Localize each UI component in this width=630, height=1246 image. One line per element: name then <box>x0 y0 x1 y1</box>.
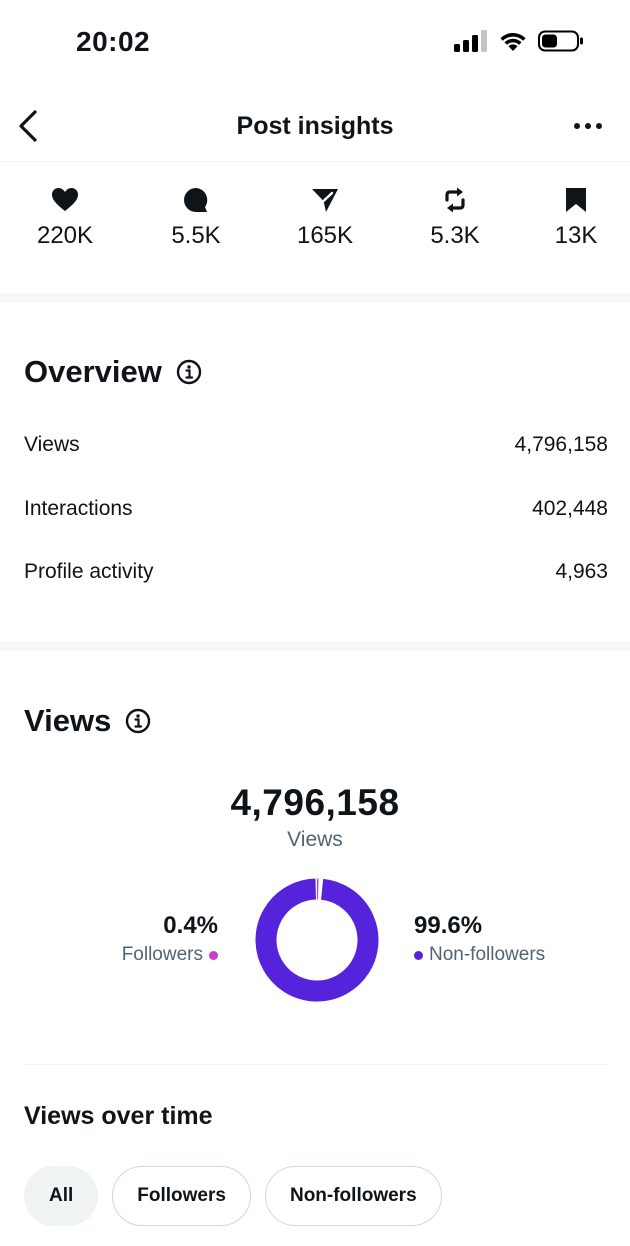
cellular-signal-icon <box>454 30 487 52</box>
followers-percent: 0.4% <box>163 912 218 939</box>
bookmarks-count: 13K <box>554 222 598 249</box>
bookmark-icon <box>566 188 586 212</box>
reply-icon <box>184 188 208 212</box>
header: Post insights <box>0 92 630 162</box>
overview-row-value: 4,963 <box>555 560 608 583</box>
replies-count: 5.5K <box>171 222 221 249</box>
overview-row-label: Profile activity <box>24 560 154 583</box>
repost-icon <box>445 187 465 213</box>
shares-metric[interactable]: 165K <box>275 180 375 250</box>
status-time: 20:02 <box>76 26 151 57</box>
share-icon <box>312 189 338 212</box>
views-total-label: Views <box>287 828 343 851</box>
overview-row-label: Interactions <box>24 497 133 520</box>
divider <box>24 1064 608 1065</box>
filter-chip-non-followers[interactable]: Non-followers <box>264 1166 442 1226</box>
section-separator <box>0 293 630 303</box>
likes-metric[interactable]: 220K <box>15 180 115 250</box>
page-title: Post insights <box>236 112 394 140</box>
overview-row-profile-activity: Profile activity 4,963 <box>24 560 608 584</box>
views-over-time-title: Views over time <box>24 1102 213 1130</box>
overview-row-interactions: Interactions 402,448 <box>24 497 608 521</box>
non-followers-dot <box>414 950 423 960</box>
views-title: Views <box>24 703 151 739</box>
followers-legend: 0.4% Followers <box>80 912 218 966</box>
bookmarks-metric[interactable]: 13K <box>526 180 626 250</box>
engagement-metrics: 220K 5.5K 165K 5.3K <box>0 180 630 290</box>
non-followers-label: Non-followers <box>429 944 546 965</box>
status-bar: 20:02 <box>0 0 630 86</box>
overview-row-value: 402,448 <box>532 497 608 520</box>
followers-dot <box>209 950 218 960</box>
shares-count: 165K <box>296 222 354 249</box>
non-followers-percent: 99.6% <box>414 912 483 939</box>
more-horizontal-icon <box>574 123 602 129</box>
info-icon[interactable] <box>176 359 202 385</box>
more-button[interactable] <box>568 108 608 144</box>
likes-count: 220K <box>36 222 94 249</box>
non-followers-legend: 99.6% Non-followers <box>414 912 594 966</box>
status-icons <box>454 30 584 52</box>
views-donut-chart <box>255 878 379 1002</box>
overview-title: Overview <box>24 354 202 390</box>
reposts-metric[interactable]: 5.3K <box>405 180 505 250</box>
overview-row-label: Views <box>24 433 80 456</box>
wifi-icon <box>500 32 526 51</box>
reposts-count: 5.3K <box>430 222 480 249</box>
views-total: 4,796,158 <box>230 782 400 823</box>
section-separator <box>0 641 630 651</box>
views-filter-chips: All Followers Non-followers <box>24 1166 442 1226</box>
battery-icon <box>538 30 583 52</box>
back-button[interactable] <box>8 106 48 146</box>
overview-title-text: Overview <box>24 354 162 389</box>
replies-metric[interactable]: 5.5K <box>146 180 246 250</box>
filter-chip-followers[interactable]: Followers <box>112 1166 251 1226</box>
donut-slice-non-followers <box>255 878 379 1002</box>
filter-chip-all[interactable]: All <box>24 1166 99 1226</box>
info-icon[interactable] <box>125 708 151 734</box>
followers-label: Followers <box>121 944 203 965</box>
overview-row-views: Views 4,796,158 <box>24 433 608 457</box>
overview-row-value: 4,796,158 <box>514 433 608 456</box>
chevron-left-icon <box>19 110 37 142</box>
heart-icon <box>52 188 78 211</box>
views-title-text: Views <box>24 703 112 738</box>
